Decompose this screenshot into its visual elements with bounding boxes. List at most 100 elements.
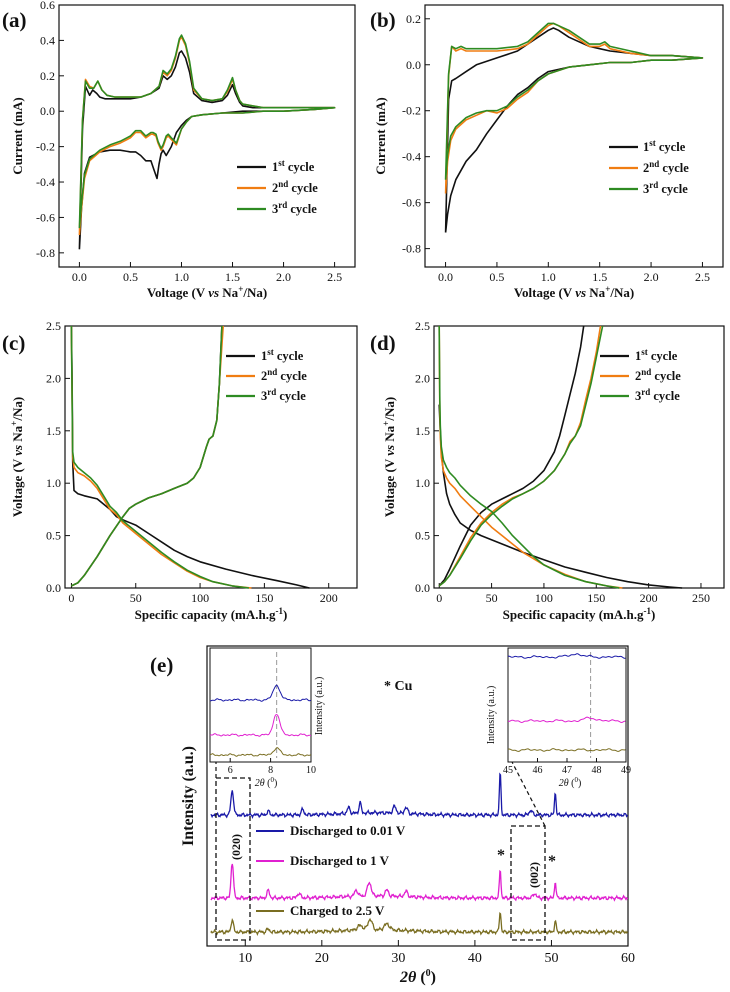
x-tick-label-c-4: 200 — [320, 591, 338, 605]
y-tick-label-b-5: 0.2 — [406, 12, 421, 26]
inset-right-frame — [507, 647, 627, 763]
panel-b-ticks: 0.0 0.5 1.0 1.5 2.0 2.5 -0.8 -0.6 -0.4 -0.2 0.0 0.2 — [402, 12, 710, 284]
x-tick-label-b-3: 1.5 — [592, 270, 607, 284]
panel-c: (c) 0 50 100 150 200 0.0 0.5 1.0 1.5 2.0 2.5 Volta… — [2, 319, 358, 622]
series-d-1 — [438, 325, 585, 587]
y-tick-label-d-3: 1.5 — [415, 424, 430, 438]
x-tick-label-e-0: 10 — [238, 951, 252, 966]
x-tick-label-b-2: 1.0 — [541, 270, 556, 284]
series-b-0 — [444, 27, 704, 233]
panel-a-xlabel: Voltage (V vs Na+/Na) — [147, 284, 267, 300]
cu-star-1: * — [497, 847, 505, 864]
x-tick-label-e-right-0: 45 — [503, 765, 513, 776]
panel-d-xlabel: Specific capacity (mA.h.g-1) — [503, 606, 656, 622]
y-tick-label-c-1: 0.5 — [46, 529, 61, 543]
panel-a-frame — [58, 4, 356, 268]
legend-label-2v5: Charged to 2.5 V — [290, 903, 385, 918]
y-tick-label-a-3: -0.2 — [36, 140, 55, 154]
series-a-2 — [78, 34, 336, 229]
y-tick-label-d-2: 1.0 — [415, 476, 430, 490]
inset-pattern-e-right-1 — [507, 716, 626, 724]
inset-pattern-e-left-2 — [210, 747, 312, 757]
x-tick-label-a-5: 2.5 — [327, 270, 342, 284]
panel-c-ticks: 0 50 100 150 200 0.0 0.5 1.0 1.5 2.0 2.5 — [46, 319, 338, 605]
inset-pattern-e-right-0 — [507, 653, 626, 659]
x-tick-label-d-2: 100 — [535, 591, 553, 605]
legend-label-2nd: 2nd cycle — [272, 179, 318, 195]
panel-a: (a) 0.0 0.5 1.0 1.5 2.0 2.5-0.8-0.6-0.4-0.20.… — [2, 0, 356, 300]
panel-b-legend: 1st cycle 2nd cycle 3rd cycle — [609, 138, 689, 196]
legend-label-3rd: 3rd cycle — [643, 180, 688, 196]
inset-left-frame — [209, 647, 312, 763]
series-b-2 — [444, 22, 704, 180]
y-tick-label-c-0: 0.0 — [46, 581, 61, 595]
panel-d: (d) 0 50 100 150 200 250 0.0 0.5 1.0 1.5 2.0 2.5 Vo… — [370, 319, 725, 622]
y-tick-label-a-4: 0.0 — [40, 104, 55, 118]
x-tick-label-b-0: 0.0 — [438, 270, 453, 284]
cu-star-2: * — [548, 853, 556, 870]
x-tick-label-e-3: 40 — [468, 951, 482, 966]
series-d-4 — [438, 325, 620, 589]
y-tick-label-a-1: -0.6 — [36, 210, 55, 224]
x-tick-label-a-3: 1.5 — [225, 270, 240, 284]
y-tick-label-b-4: 0.0 — [406, 58, 421, 72]
inset-right: 45 46 47 48 49 Intensity (a.u.) 2θ (0) — [486, 647, 631, 789]
inset-left-curves — [209, 652, 312, 758]
x-tick-label-e-right-1: 46 — [533, 765, 543, 776]
inset-left-ylabel: Intensity (a.u.) — [314, 677, 325, 736]
x-tick-label-a-4: 2.0 — [276, 270, 291, 284]
x-tick-label-e-4: 50 — [544, 951, 558, 966]
series-a-0 — [78, 50, 336, 250]
inset-left-ticks: 6 8 10 — [228, 758, 316, 776]
x-tick-label-e-right-4: 49 — [621, 765, 631, 776]
panel-d-legend: 1st cycle 2nd cycle 3rd cycle — [600, 347, 681, 403]
legend-label-1v: Discharged to 1 V — [290, 853, 390, 868]
panel-e-ylabel: Intensity (a.u.) — [180, 746, 197, 846]
y-tick-label-b-3: -0.2 — [402, 104, 421, 118]
legend-label-1st: 1st cycle — [643, 138, 686, 154]
inset-right-ylabel: Intensity (a.u.) — [486, 686, 497, 745]
y-tick-label-a-6: 0.4 — [40, 33, 55, 47]
inset-right-xlabel: 2θ (0) — [559, 776, 582, 789]
x-tick-label-e-right-2: 47 — [562, 765, 572, 776]
series-c-2 — [70, 325, 252, 589]
x-tick-label-b-4: 2.0 — [644, 270, 659, 284]
x-tick-label-e-2: 30 — [391, 951, 405, 966]
panel-b-curves — [444, 22, 704, 233]
y-tick-label-d-0: 0.0 — [415, 581, 430, 595]
legend-label-0v01: Discharged to 0.01 V — [290, 823, 406, 838]
series-c-1 — [71, 325, 223, 587]
y-tick-label-c-4: 2.0 — [46, 371, 61, 385]
peak-label-002: (002) — [527, 862, 541, 888]
legend-label-1st: 1st cycle — [261, 347, 304, 363]
xrd-pattern-0 — [210, 772, 629, 819]
panel-e-xlabel: 2θ (0) — [399, 968, 436, 986]
y-tick-label-b-2: -0.4 — [402, 150, 421, 164]
panel-d-ticks: 0 50 100 150 200 250 0.0 0.5 1.0 1.5 2.0 2.5 — [415, 319, 710, 605]
x-tick-label-e-left-2: 10 — [306, 765, 316, 776]
x-tick-label-e-left-1: 8 — [268, 765, 273, 776]
x-tick-label-c-0: 0 — [68, 591, 74, 605]
panel-c-legend: 1st cycle 2nd cycle 3rd cycle — [226, 347, 307, 403]
x-tick-label-d-4: 200 — [640, 591, 658, 605]
panel-b-ylabel: Current (mA) — [373, 97, 388, 174]
region-box-020 — [215, 777, 251, 941]
series-c-5 — [71, 325, 223, 587]
inset-left-xlabel: 2θ (0) — [255, 776, 278, 789]
panel-b: (b) 0.0 0.5 1.0 1.5 2.0 2.5-0.8-0.6-0.4-0.20.… — [370, 4, 724, 300]
legend-label-1st: 1st cycle — [635, 347, 678, 363]
panel-e-label: (e) — [150, 653, 173, 677]
series-c-0 — [70, 325, 310, 589]
y-tick-label-c-5: 2.5 — [46, 319, 61, 333]
legend-label-1st: 1st cycle — [272, 158, 315, 174]
y-tick-label-a-7: 0.6 — [40, 0, 55, 12]
y-tick-label-d-4: 2.0 — [415, 371, 430, 385]
legend-label-2nd: 2nd cycle — [635, 367, 681, 383]
y-tick-label-b-1: -0.6 — [402, 196, 421, 210]
x-tick-label-a-0: 0.0 — [72, 270, 87, 284]
xrd-pattern-2 — [210, 911, 629, 936]
x-tick-label-d-1: 50 — [486, 591, 498, 605]
region-box-002 — [510, 825, 546, 941]
x-tick-label-a-1: 0.5 — [123, 270, 138, 284]
